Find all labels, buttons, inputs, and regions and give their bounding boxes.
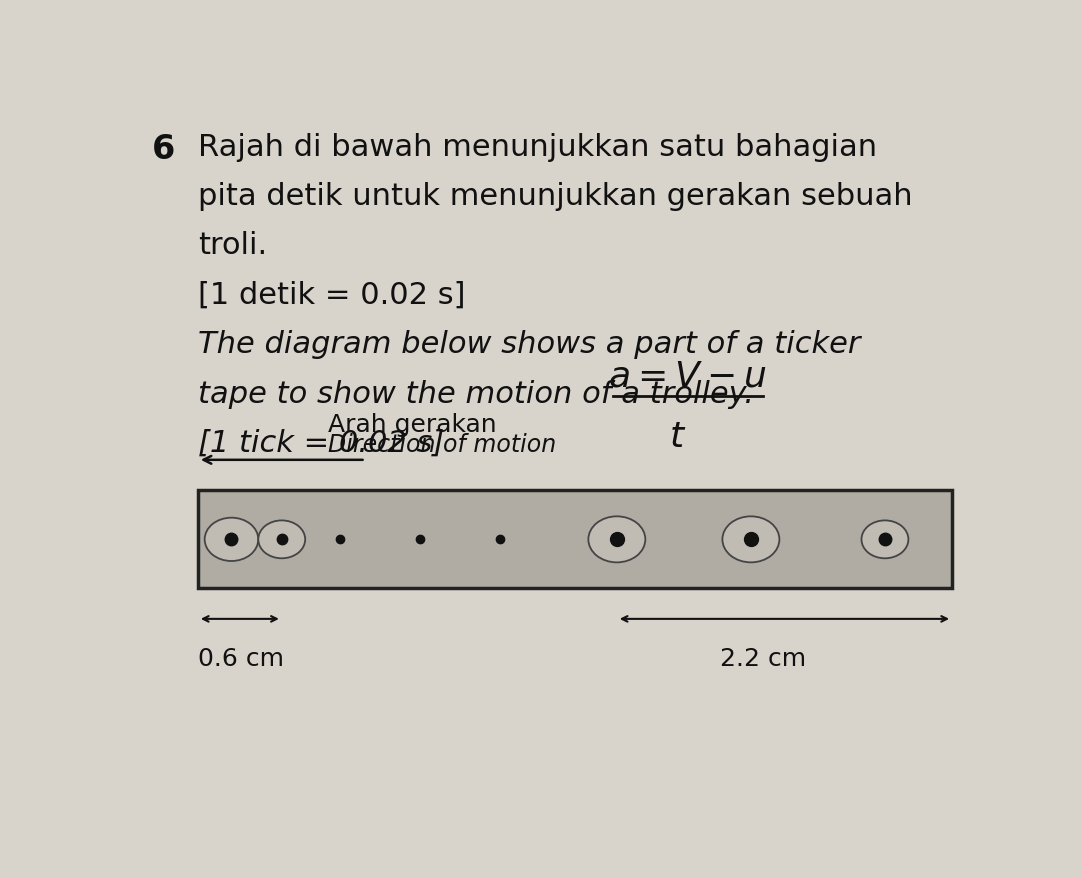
- Text: $a = V - u$: $a = V - u$: [609, 359, 768, 392]
- Text: 6: 6: [151, 133, 175, 165]
- Circle shape: [204, 518, 258, 561]
- Circle shape: [862, 521, 908, 558]
- Text: $t$: $t$: [669, 420, 686, 454]
- Circle shape: [722, 517, 779, 563]
- Text: 0.6 cm: 0.6 cm: [198, 646, 284, 670]
- Text: Rajah di bawah menunjukkan satu bahagian: Rajah di bawah menunjukkan satu bahagian: [198, 133, 877, 162]
- Text: Direction of motion: Direction of motion: [328, 433, 556, 457]
- Text: pita detik untuk menunjukkan gerakan sebuah: pita detik untuk menunjukkan gerakan seb…: [198, 182, 912, 211]
- Text: 2.2 cm: 2.2 cm: [720, 646, 806, 670]
- Text: Arah gerakan: Arah gerakan: [328, 413, 496, 436]
- Circle shape: [258, 521, 305, 558]
- Text: tape to show the motion of a trolley.: tape to show the motion of a trolley.: [198, 379, 753, 408]
- Text: [1 detik = 0.02 s]: [1 detik = 0.02 s]: [198, 280, 466, 309]
- Circle shape: [588, 517, 645, 563]
- Text: The diagram below shows a part of a ticker: The diagram below shows a part of a tick…: [198, 330, 860, 359]
- Text: troli.: troli.: [198, 231, 267, 260]
- Text: [1 tick = 0.02 s]: [1 tick = 0.02 s]: [198, 428, 444, 457]
- Bar: [198, 491, 952, 589]
